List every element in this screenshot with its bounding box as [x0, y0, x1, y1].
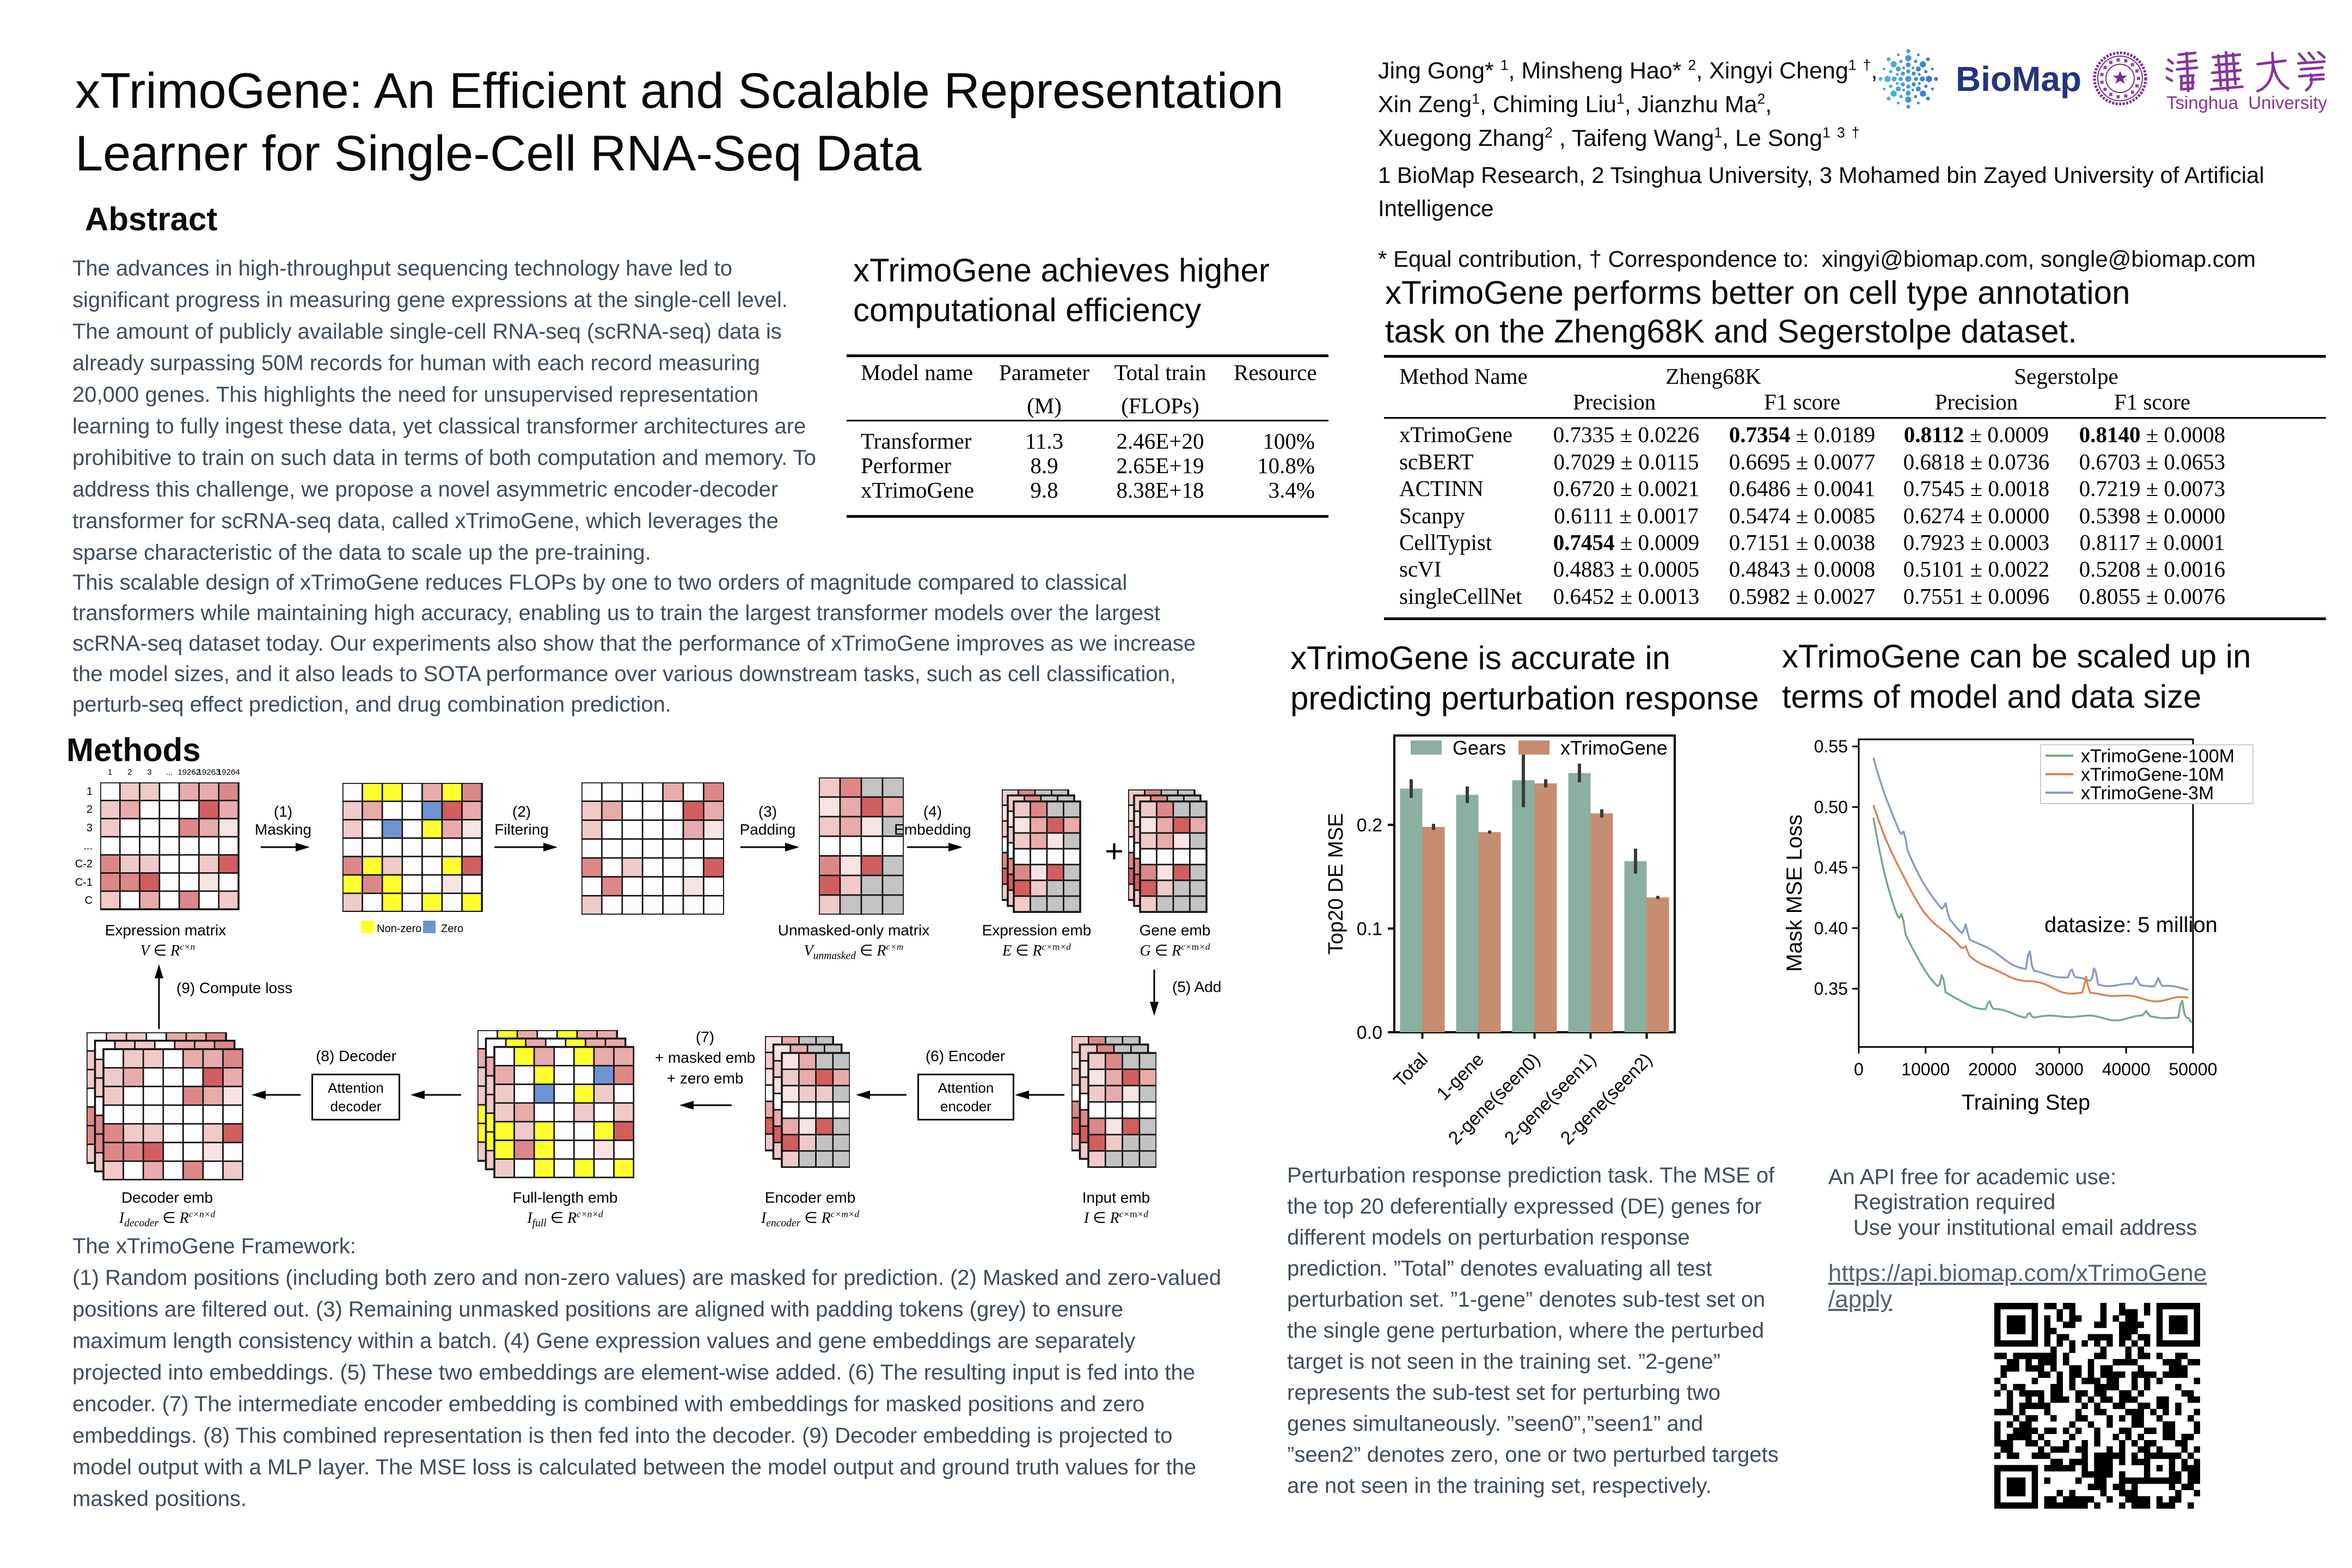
svg-text:50000: 50000	[2169, 1059, 2218, 1079]
svg-text:0.45: 0.45	[1814, 858, 1848, 878]
svg-text:30000: 30000	[2035, 1059, 2084, 1079]
svg-text:1-gene: 1-gene	[1432, 1049, 1488, 1105]
svg-text:0.0: 0.0	[1357, 1022, 1382, 1043]
svg-text:xTrimoGene-100M: xTrimoGene-100M	[2081, 746, 2234, 767]
svg-text:Top20 DE MSE: Top20 DE MSE	[1325, 813, 1347, 955]
svg-text:Total: Total	[1389, 1049, 1432, 1092]
svg-text:0.40: 0.40	[1814, 918, 1848, 938]
svg-text:Training Step: Training Step	[1962, 1091, 2090, 1114]
svg-text:0.1: 0.1	[1357, 919, 1382, 940]
svg-text:Gears: Gears	[1453, 737, 1506, 759]
svg-text:40000: 40000	[2102, 1059, 2151, 1079]
svg-text:0.35: 0.35	[1814, 979, 1848, 999]
svg-text:0: 0	[1854, 1059, 1864, 1079]
svg-text:Mask MSE Loss: Mask MSE Loss	[1783, 814, 1806, 972]
svg-text:xTrimoGene: xTrimoGene	[1560, 737, 1668, 759]
svg-text:xTrimoGene-10M: xTrimoGene-10M	[2081, 764, 2224, 785]
svg-text:0.2: 0.2	[1357, 815, 1382, 836]
svg-text:datasize: 5 million: datasize: 5 million	[2044, 913, 2218, 937]
svg-text:20000: 20000	[1968, 1059, 2017, 1079]
svg-text:0.50: 0.50	[1814, 797, 1848, 817]
svg-text:0.55: 0.55	[1814, 737, 1848, 756]
svg-text:xTrimoGene-3M: xTrimoGene-3M	[2081, 783, 2214, 804]
svg-text:10000: 10000	[1901, 1059, 1950, 1079]
